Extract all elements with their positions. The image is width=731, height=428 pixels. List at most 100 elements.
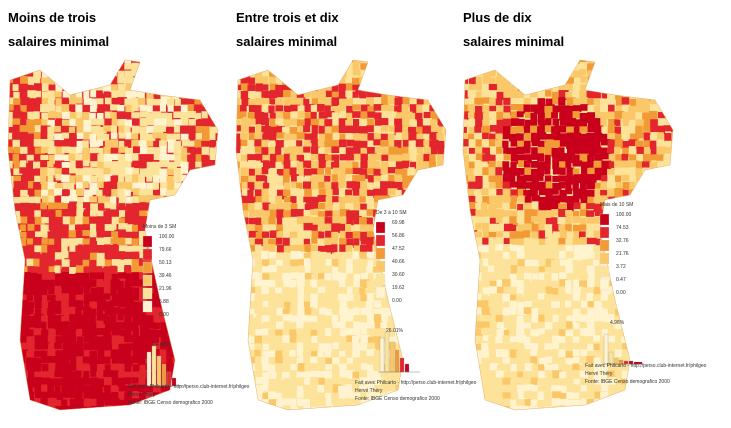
map-cell: [324, 265, 335, 275]
map-cell: [495, 244, 504, 251]
map-cell: [96, 272, 105, 283]
map-cell: [216, 335, 218, 344]
map-cell: [83, 98, 92, 105]
map-cell: [8, 217, 15, 226]
map-cell: [173, 364, 181, 374]
map-cell: [339, 272, 349, 282]
map-cell: [628, 70, 637, 81]
map-cell: [338, 181, 345, 189]
map-cell: [55, 378, 64, 386]
map-cell: [530, 189, 538, 197]
map-cell: [572, 392, 580, 399]
map-cell: [181, 273, 192, 282]
map-cell: [209, 244, 216, 252]
map-cell: [8, 104, 14, 111]
map-cell: [482, 118, 490, 126]
map-cell: [650, 154, 658, 161]
map-cell: [8, 329, 13, 336]
map-cell: [482, 70, 492, 81]
map-cell: [636, 153, 643, 161]
map-cell: [69, 69, 77, 76]
map-cell: [289, 392, 299, 399]
map-cell: [103, 91, 110, 101]
map-cell: [55, 209, 66, 220]
map-cell: [409, 195, 417, 206]
map-cell: [255, 286, 264, 294]
map-cell: [282, 252, 293, 261]
map-cell: [352, 161, 359, 170]
map-cell: [61, 154, 72, 162]
map-cell: [34, 98, 43, 107]
map-cell: [360, 153, 371, 164]
map-cell: [166, 209, 175, 219]
map-cell: [276, 244, 286, 255]
map-cell: [41, 265, 49, 275]
map-cell: [394, 125, 404, 136]
map-cell: [54, 370, 65, 378]
map-cell: [104, 231, 114, 238]
map-cell: [558, 412, 566, 421]
map-cell: [615, 335, 622, 345]
map-cell: [482, 237, 489, 247]
map-cell: [671, 168, 673, 177]
map-cell: [332, 202, 341, 211]
map-cell: [345, 90, 356, 98]
map-cell: [104, 111, 113, 120]
map-cell: [110, 237, 119, 244]
map-cell: [572, 294, 583, 302]
map-cell: [649, 350, 660, 359]
map-cell: [173, 391, 181, 399]
map-cell: [103, 280, 110, 290]
map-cell: [12, 266, 19, 273]
map-cell: [656, 60, 666, 65]
map-cell: [262, 273, 270, 283]
map-cell: [601, 384, 610, 392]
map-cell: [657, 216, 668, 224]
map-cell: [552, 280, 559, 290]
map-cell: [61, 111, 70, 120]
map-cell: [296, 342, 304, 352]
map-cell: [296, 371, 306, 379]
map-cell: [359, 168, 368, 179]
map-cell: [510, 189, 520, 198]
map-cell: [594, 125, 604, 135]
map-cell: [332, 377, 340, 386]
map-cell: [608, 300, 618, 310]
map-cell: [304, 83, 314, 91]
map-cell: [26, 105, 34, 113]
map-cell: [89, 314, 96, 325]
map-cell: [76, 175, 85, 184]
map-cell: [89, 133, 97, 144]
map-cell: [118, 300, 127, 308]
map-cell: [475, 237, 483, 244]
map-cell: [215, 279, 218, 289]
map-cell: [380, 195, 390, 203]
map-cell: [118, 146, 128, 153]
map-cell: [275, 181, 283, 191]
map-cell: [83, 119, 92, 127]
map-cell: [117, 321, 126, 330]
map-cell: [622, 111, 632, 122]
map-cell: [254, 91, 264, 99]
map-cell: [671, 265, 673, 272]
map-cell: [346, 105, 353, 115]
map-cell: [538, 104, 547, 115]
map-cell: [345, 279, 353, 288]
map-cell: [629, 189, 638, 197]
map-cell: [416, 69, 423, 79]
map-cell: [566, 399, 577, 409]
map-cell: [608, 405, 616, 410]
map-cell: [429, 301, 437, 311]
map-cell: [12, 280, 19, 288]
map-cell: [373, 133, 381, 141]
map-cell: [110, 279, 121, 289]
map-cell: [367, 118, 375, 126]
map-cell: [642, 294, 651, 304]
map-cell: [201, 405, 211, 410]
map-cell: [468, 62, 475, 69]
map-cell: [20, 146, 30, 154]
map-cell: [510, 378, 520, 388]
map-cell: [615, 154, 624, 161]
map-cell: [415, 336, 423, 345]
map-cell: [303, 294, 313, 304]
